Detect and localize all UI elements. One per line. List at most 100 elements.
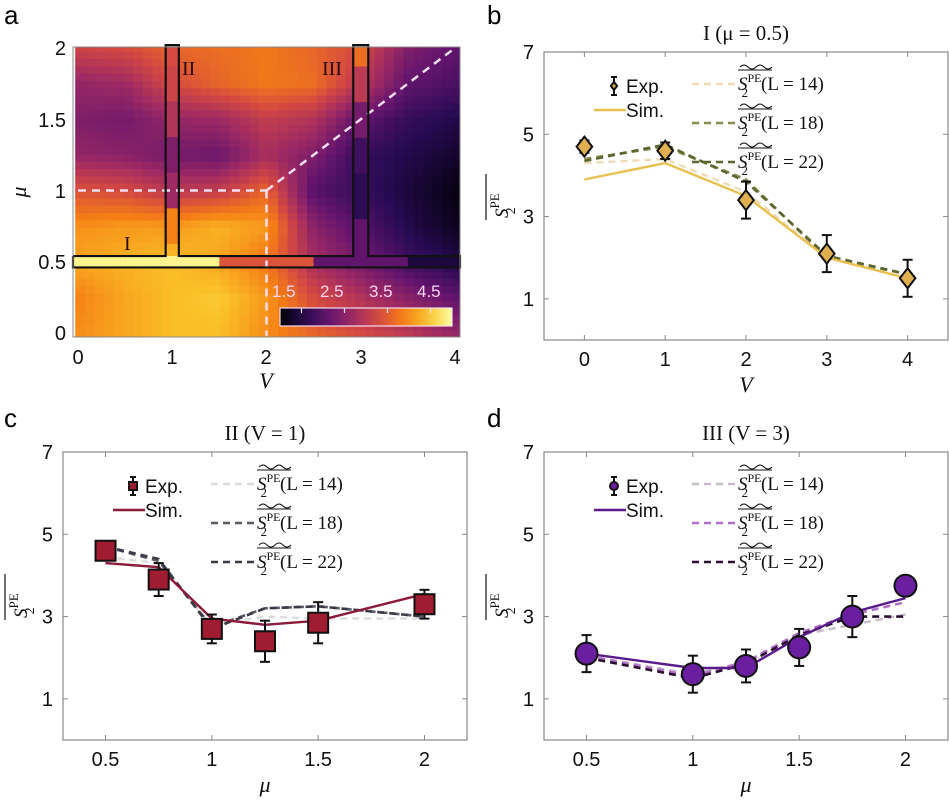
legend-label-sim: Sim. (145, 501, 183, 522)
data-point-circle (893, 573, 918, 598)
heatmap-cell (123, 285, 134, 294)
heatmap-cell (191, 271, 202, 280)
heatmap-cell (133, 300, 144, 309)
heatmap-cell (229, 197, 240, 206)
heatmap-cell (258, 124, 269, 133)
heatmap-cell (94, 146, 105, 155)
heatmap-cell (229, 278, 240, 287)
heatmap-cell (191, 102, 202, 111)
heatmap-cell (142, 212, 154, 221)
heatmap-cell (451, 249, 460, 258)
heatmap-cell (113, 175, 125, 184)
heatmap-cell (152, 168, 163, 177)
heatmap-cell (75, 190, 86, 199)
legend-sub: 2 (742, 85, 749, 100)
heatmap-cell (200, 87, 212, 96)
heatmap-cell (142, 329, 154, 337)
heatmap-cell (249, 95, 260, 103)
heatmap-cell (278, 212, 289, 221)
heatmap-cell (297, 293, 308, 302)
heatmap-cell (394, 161, 405, 169)
heatmap-cell (423, 183, 434, 192)
heatmap-cell (374, 131, 385, 140)
heatmap-cell (432, 117, 443, 125)
heatmap-cell (210, 117, 221, 125)
heatmap-cell (75, 109, 86, 118)
heatmap-cell (162, 278, 173, 287)
heatmap-cell (326, 51, 337, 59)
heatmap-cell (142, 51, 154, 59)
heatmap-cell (123, 219, 134, 228)
heatmap-cell (210, 95, 221, 103)
heatmap-cell (200, 315, 212, 324)
heatmap-cell (336, 241, 347, 250)
heatmap-cell (152, 197, 163, 206)
heatmap-cell (152, 87, 163, 96)
heatmap-cell (374, 58, 385, 67)
heatmap-cell (451, 102, 460, 111)
heatmap-cell (104, 153, 115, 162)
heatmap-cell (142, 205, 154, 214)
heatmap-cell (394, 153, 405, 162)
heatmap-cell (384, 80, 395, 89)
heatmap-cell (200, 51, 212, 59)
heatmap-cell (200, 80, 212, 89)
heatmap-cell (451, 87, 460, 96)
heatmap-cell (403, 212, 414, 221)
heatmap-cell (287, 219, 298, 228)
heatmap-cell (200, 131, 212, 140)
heatmap-cell (278, 197, 289, 206)
heatmap-cell (142, 300, 154, 309)
heatmap-cell (384, 51, 395, 59)
heatmap-cell (384, 175, 395, 184)
heatmap-cell (210, 249, 221, 258)
y-tick-label: 7 (523, 42, 534, 64)
heatmap-cell (84, 51, 96, 59)
cut-II-cell (165, 172, 179, 209)
heatmap-cell (384, 153, 395, 162)
heatmap-cell (191, 315, 202, 324)
heatmap-cell (94, 329, 105, 337)
heatmap-cell (142, 102, 154, 111)
heatmap-cell (336, 139, 347, 147)
heatmap-cell (104, 190, 115, 199)
heatmap-cell (394, 124, 405, 133)
heatmap-cell (278, 153, 289, 162)
y-tick-label: 0 (55, 323, 66, 345)
heatmap-cell (84, 249, 96, 258)
heatmap-cell (239, 102, 250, 111)
heatmap-cell (142, 73, 154, 81)
heatmap-cell (442, 73, 453, 81)
heatmap-cell (326, 87, 337, 96)
heatmap-cell (229, 205, 240, 214)
heatmap-cell (84, 234, 96, 243)
y-tick-label: 0.5 (38, 252, 66, 274)
heatmap-cell (191, 95, 202, 103)
heatmap-cell (287, 190, 298, 199)
heatmap-cell (113, 227, 125, 236)
heatmap-cell (75, 293, 86, 302)
heatmap-cell (171, 329, 183, 337)
heatmap-cell (75, 197, 86, 206)
heatmap-cell (113, 241, 125, 250)
heatmap-cell (123, 197, 134, 206)
heatmap-cell (345, 153, 356, 162)
heatmap-cell (113, 285, 125, 294)
legend: Exp.Sim.SPE 2 (L = 14)SPE 2 (L = 18)SPE 2 (L =… (594, 64, 824, 178)
heatmap-cell (326, 139, 337, 147)
heatmap-cell (123, 329, 134, 337)
heatmap-cell (326, 80, 337, 89)
legend-size-label: (L = 18) (280, 513, 343, 534)
heatmap-cell (171, 307, 183, 316)
heatmap-cell (239, 65, 250, 74)
heatmap-cell (287, 175, 298, 184)
heatmap-cell (123, 205, 134, 214)
heatmap-cell (442, 271, 453, 280)
heatmap-cell (384, 95, 395, 103)
heatmap-cell (200, 300, 212, 309)
heatmap-cell (142, 131, 154, 140)
heatmap-cell (297, 234, 308, 243)
heatmap-cell (365, 161, 376, 169)
x-tick-label: 2 (260, 347, 271, 369)
